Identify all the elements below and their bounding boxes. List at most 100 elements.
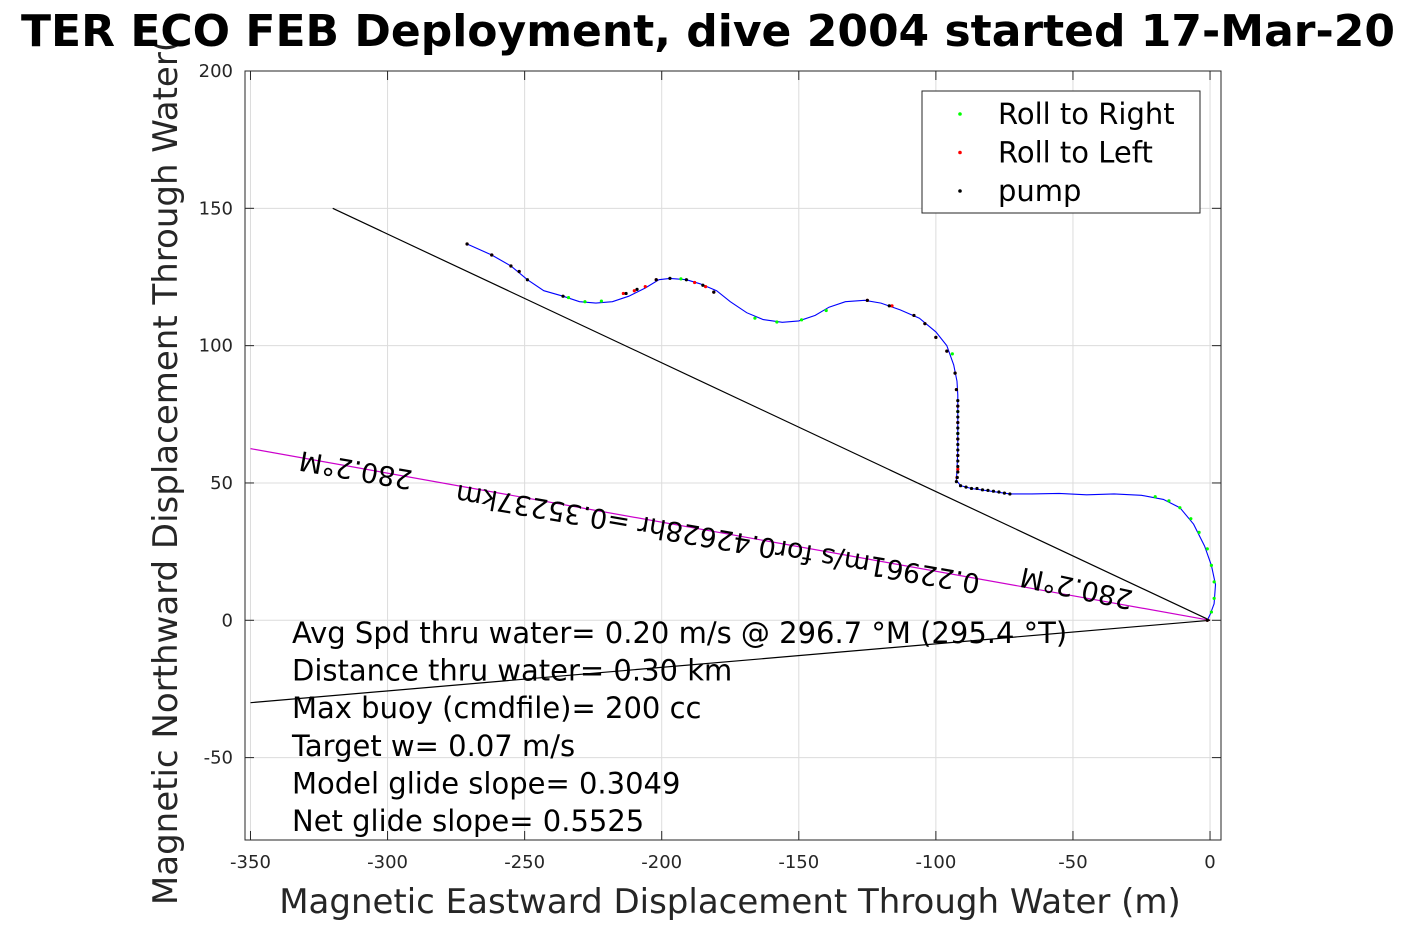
- pump-point: [635, 287, 639, 291]
- x-tick-label: -250: [504, 852, 545, 873]
- x-tick-label: 0: [1204, 852, 1215, 873]
- roll-to-left-point: [890, 304, 894, 308]
- legend-marker: [958, 150, 962, 155]
- pump-point: [953, 371, 957, 375]
- pump-point: [668, 276, 672, 280]
- pump-point: [956, 404, 960, 408]
- legend-marker: [958, 189, 962, 193]
- x-tick-label: -200: [641, 852, 682, 873]
- pump-point: [956, 464, 960, 469]
- pump-point: [956, 409, 960, 414]
- roll-to-right-point: [753, 316, 757, 320]
- pump-point: [956, 448, 960, 452]
- pump-point: [958, 484, 963, 488]
- chart-title: TER ECO FEB Deployment, dive 2004 starte…: [21, 6, 1395, 57]
- pump-point: [969, 486, 974, 491]
- reference-line: [250, 619, 1211, 704]
- pump-point: [956, 398, 960, 403]
- pump-point: [561, 294, 565, 298]
- pump-point: [934, 335, 938, 340]
- pump-point: [980, 488, 985, 492]
- pump-point: [956, 431, 960, 436]
- pump-point: [956, 415, 960, 419]
- stat-line: Max buoy (cmdfile)= 200 cc: [292, 691, 701, 725]
- roll-to-right-point: [599, 299, 604, 303]
- stat-line: Model glide slope= 0.3049: [292, 766, 680, 800]
- y-tick-label: 50: [210, 473, 233, 494]
- pump-point: [956, 442, 960, 447]
- roll-to-right-point: [799, 318, 804, 322]
- pump-point: [956, 437, 960, 441]
- roll-to-right-point: [1167, 499, 1171, 503]
- roll-to-right-point: [1205, 547, 1209, 551]
- pump-point: [525, 278, 529, 282]
- pump-point: [975, 486, 979, 491]
- y-tick-label: 0: [222, 610, 233, 631]
- pump-point: [964, 485, 968, 489]
- roll-to-right-point: [1209, 563, 1214, 567]
- pump-point: [954, 387, 959, 392]
- x-tick-label: -350: [230, 852, 271, 873]
- reference-lines: [250, 207, 1211, 704]
- stat-line: Avg Spd thru water= 0.20 m/s @ 296.7 °M …: [292, 616, 1067, 650]
- pump-point: [509, 264, 513, 268]
- roll-to-left-point: [621, 291, 625, 296]
- x-tick-label: -100: [915, 852, 956, 873]
- plot-area: [244, 70, 1222, 841]
- legend-label: Roll to Left: [998, 136, 1153, 170]
- pump-point: [624, 291, 628, 296]
- pump-point: [997, 490, 1001, 494]
- legend-label: pump: [998, 174, 1081, 208]
- reference-line: [332, 207, 1211, 621]
- pump-point: [956, 459, 960, 463]
- pump-point: [956, 470, 960, 474]
- pump-point: [956, 420, 960, 425]
- roll-to-left-point: [703, 284, 708, 289]
- stat-line: Distance thru water= 0.30 km: [292, 654, 732, 688]
- y-tick-label: 150: [199, 198, 233, 219]
- pump-point: [923, 322, 927, 326]
- roll-to-right-point: [583, 300, 587, 304]
- roll-to-left-point: [693, 280, 697, 285]
- roll-to-right-point: [1153, 495, 1157, 499]
- pump-point: [1008, 492, 1012, 496]
- axis-ticks: -350 -300 -250 -200 -150 -100 -50 0 -50 0 50 100 150…: [199, 61, 1221, 873]
- pump-point: [986, 488, 990, 492]
- y-tick-label: 200: [199, 61, 233, 82]
- pump-point: [684, 278, 688, 282]
- pump-point: [991, 489, 996, 493]
- pump-point: [887, 304, 891, 308]
- track-line: [466, 243, 1217, 621]
- stat-line: Target w= 0.07 m/s: [291, 729, 575, 763]
- roll-to-right-point: [775, 320, 779, 324]
- x-tick-label: -50: [1058, 852, 1087, 873]
- roll-to-right-point: [1212, 596, 1216, 600]
- pump-point: [712, 290, 716, 294]
- roll-to-right-point: [824, 308, 828, 313]
- stat-line: Net glide slope= 0.5525: [292, 804, 644, 838]
- pump-point: [517, 269, 521, 274]
- roll-to-left-point: [643, 284, 647, 289]
- x-tick-label: -300: [367, 852, 408, 873]
- pump-point: [865, 298, 869, 302]
- pump-point: [701, 283, 705, 287]
- pump-point: [954, 479, 959, 484]
- pump-point: [654, 278, 658, 282]
- stats-annotation: Avg Spd thru water= 0.20 m/s @ 296.7 °M …: [291, 616, 1067, 838]
- legend-marker: [958, 112, 962, 116]
- roll-to-right-point: [566, 295, 571, 300]
- x-axis-title: Magnetic Eastward Displacement Through W…: [279, 882, 1181, 922]
- x-tick-label: -150: [778, 852, 819, 873]
- roll-to-right-point: [1212, 580, 1216, 584]
- roll-to-right-point: [1197, 530, 1201, 535]
- y-axis-title: Magnetic Northward Displacement Through …: [146, 39, 186, 905]
- y-tick-label: 100: [199, 336, 233, 357]
- legend: Roll to Right Roll to Left pump: [921, 90, 1201, 214]
- roll-to-right-point: [679, 277, 683, 281]
- legend-label: Roll to Right: [998, 97, 1175, 131]
- roll-to-right-point: [950, 352, 954, 356]
- roll-to-right-point: [1178, 506, 1182, 510]
- track: [466, 243, 1217, 621]
- reference-line: [250, 448, 1211, 621]
